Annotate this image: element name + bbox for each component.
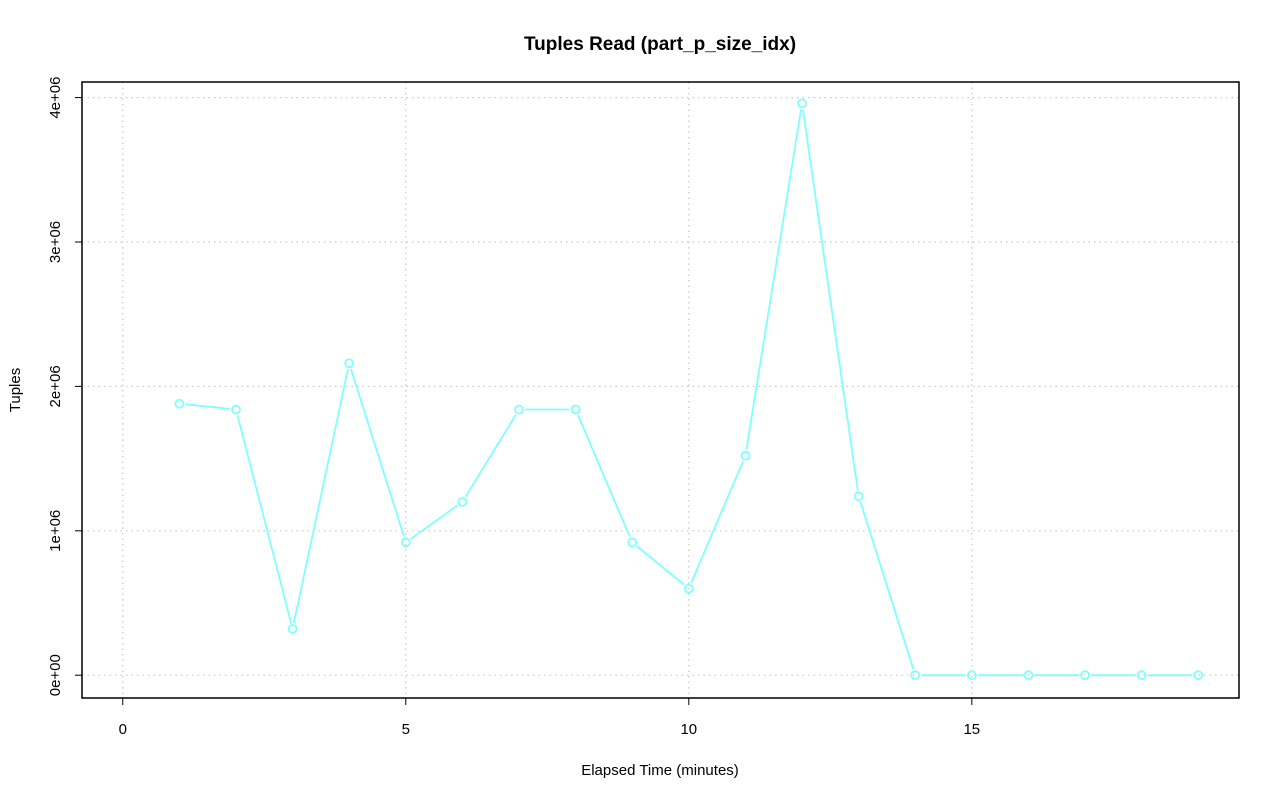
data-point [910, 670, 921, 681]
series-line-segment [577, 414, 631, 538]
data-point [514, 404, 524, 415]
x-tick-label: 10 [680, 721, 697, 738]
x-tick-label: 0 [119, 721, 127, 738]
data-point [740, 450, 751, 461]
data-point [627, 537, 638, 548]
series-line-segment [745, 109, 802, 450]
data-point [457, 497, 468, 507]
y-tick-label: 3e+06 [47, 221, 64, 263]
series-line-segment [801, 109, 859, 491]
x-axis: 0 5 10 15 [119, 697, 980, 738]
data-point [683, 583, 694, 594]
data-point [570, 404, 581, 415]
y-axis: 0e+00 1e+06 2e+06 3e+06 4e+06 [47, 77, 83, 696]
y-tick-label: 0e+00 [47, 654, 64, 696]
data-point [287, 624, 298, 634]
x-tick-label: 15 [963, 721, 980, 738]
data-point [1080, 670, 1090, 681]
data-point [1193, 670, 1204, 681]
data-point [1136, 670, 1147, 681]
x-axis-label: Elapsed Time (minutes) [581, 762, 739, 779]
series-line-segment [690, 460, 744, 584]
data-point [400, 537, 411, 548]
series-line-segment [236, 415, 292, 624]
data-point [1023, 670, 1034, 681]
y-axis-label: Tuples [7, 368, 24, 412]
series-line-segment [410, 504, 459, 540]
data-point [231, 404, 241, 415]
series-line-segment [292, 368, 349, 624]
series-line-segment [464, 414, 517, 498]
plot-frame [81, 81, 1240, 699]
y-tick-label: 1e+06 [47, 510, 64, 552]
data-point [853, 491, 864, 502]
series-line-segment [185, 403, 231, 410]
series-line-segment [859, 501, 915, 670]
data-point [344, 358, 355, 369]
y-tick-label: 2e+06 [47, 365, 64, 407]
grid [82, 82, 1239, 698]
series-line-segment [350, 368, 405, 537]
series-line-segment [636, 545, 685, 586]
series-layer [174, 98, 1204, 681]
y-tick-label: 4e+06 [47, 77, 64, 119]
chart-title: Tuples Read (part_p_size_idx) [524, 34, 796, 55]
data-point [174, 398, 185, 409]
x-tick-label: 5 [402, 721, 410, 738]
data-point [966, 670, 977, 681]
data-point [797, 98, 807, 109]
